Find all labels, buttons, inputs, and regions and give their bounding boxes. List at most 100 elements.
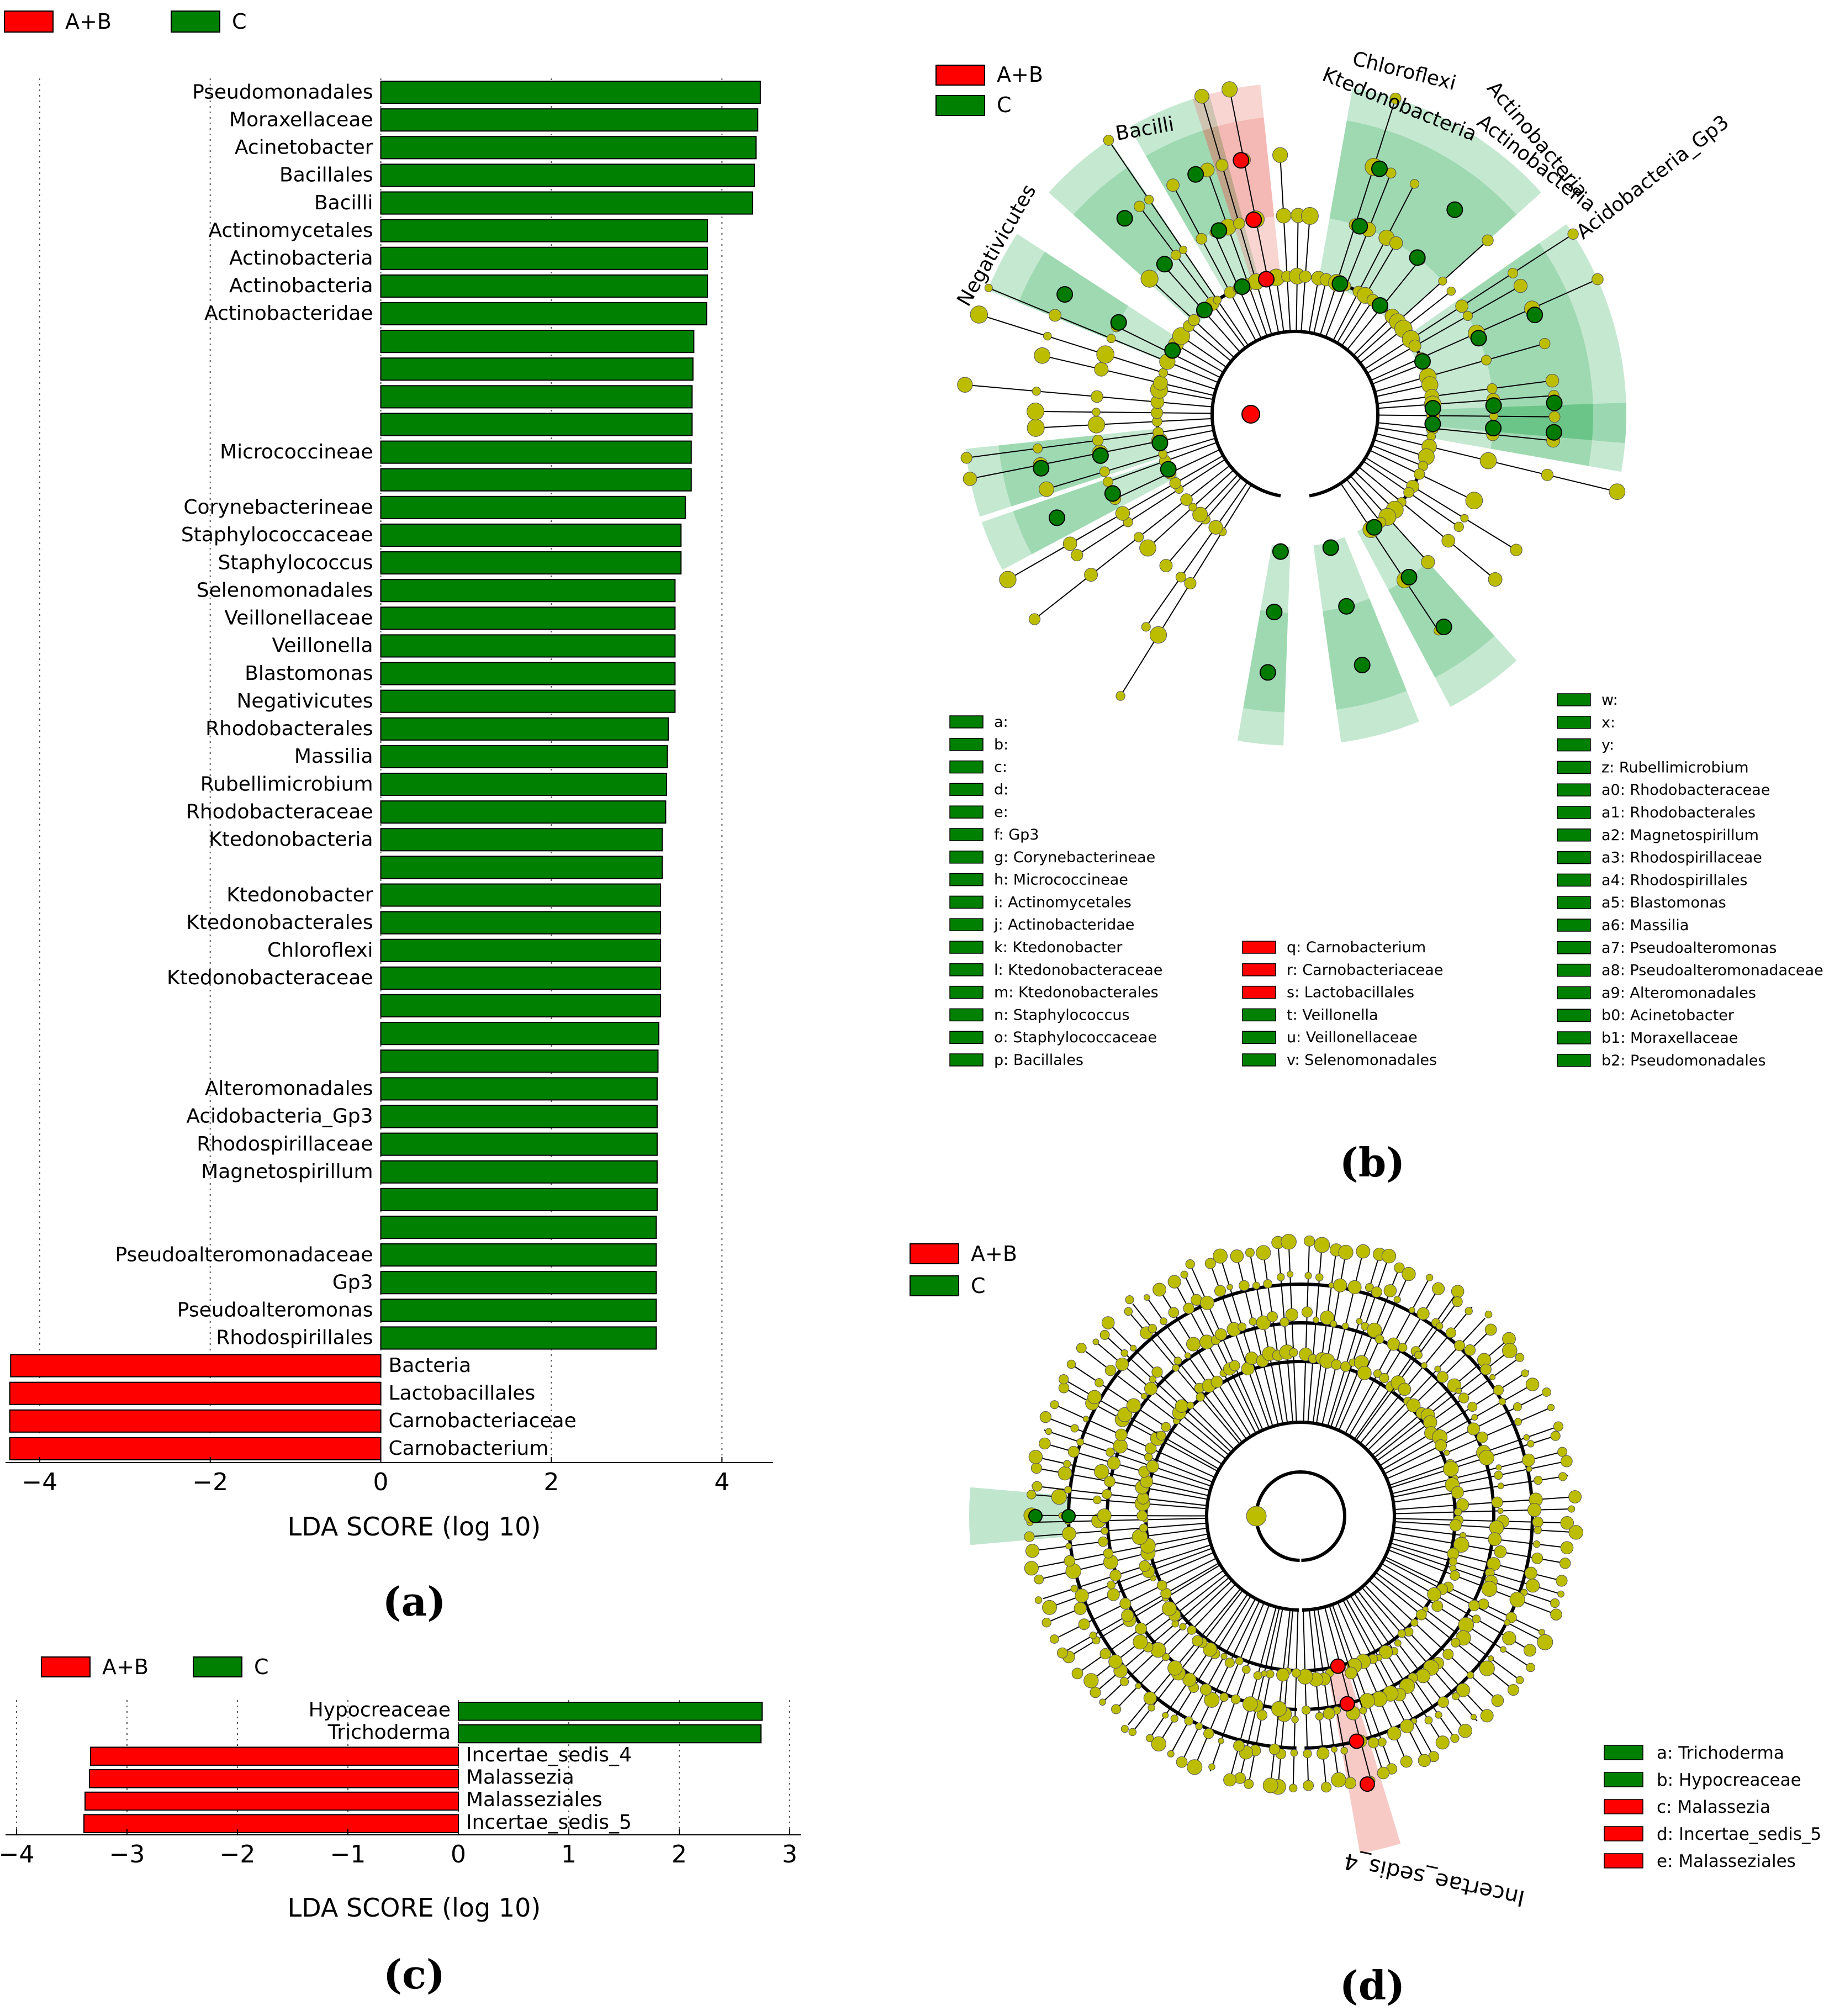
- tree-node: [999, 571, 1017, 588]
- tree-node: [1087, 1390, 1102, 1405]
- tree-node: [1435, 1735, 1450, 1750]
- branch: [1384, 1556, 1545, 1634]
- branch: [1383, 1558, 1542, 1641]
- xlabel-a: LDA SCORE (log 10): [288, 1512, 541, 1542]
- branch: [1034, 1533, 1209, 1569]
- bar-label: Magnetospirillum: [201, 1160, 373, 1183]
- tree-node: [1403, 487, 1414, 498]
- bar-label: Moraxellaceae: [229, 108, 373, 131]
- tree-node: [1185, 1259, 1195, 1269]
- branch: [1235, 1253, 1279, 1426]
- legend-c-swatch: [171, 10, 220, 33]
- branch: [1159, 389, 1214, 400]
- tree-node: [1116, 691, 1125, 701]
- legend-text: h: Micrococcineae: [994, 872, 1128, 889]
- tree-node: [1180, 1270, 1188, 1279]
- tree-node: [1028, 1450, 1043, 1464]
- tree-node: [1058, 1466, 1072, 1481]
- tree-node: [1523, 1644, 1536, 1657]
- tree-node: [1135, 1622, 1148, 1635]
- tree-node: [1159, 559, 1173, 572]
- tree-node: [1331, 1359, 1342, 1370]
- tree-node: [1139, 539, 1156, 557]
- bar-label: Massilia: [294, 745, 373, 768]
- cladogram-b: [957, 81, 1626, 746]
- branch: [1076, 458, 1226, 556]
- tree-node: [1383, 1284, 1397, 1297]
- tree-node: [1502, 1343, 1518, 1359]
- legend-ab-label: A+B: [65, 9, 112, 34]
- tree-node: [1095, 1378, 1104, 1387]
- tree-node: [1120, 1349, 1129, 1357]
- tree-node: [1450, 1570, 1460, 1581]
- tree-node: [1290, 1749, 1298, 1757]
- legend-text: a5: Blastomonas: [1601, 894, 1726, 911]
- tree-node: [1252, 1281, 1260, 1290]
- tree-node: [1323, 1707, 1335, 1720]
- biomarker-node: [1354, 656, 1371, 673]
- tree-node: [1299, 270, 1312, 283]
- tree-node: [1415, 1669, 1431, 1683]
- tree-node: [1027, 402, 1044, 420]
- tree-node: [1342, 1322, 1349, 1330]
- tree-node: [1111, 1704, 1122, 1714]
- tree-node: [1180, 493, 1193, 506]
- legend-swatch: [949, 963, 984, 977]
- tree-node: [1320, 1782, 1332, 1793]
- tree-node: [1192, 1635, 1203, 1647]
- tree-node: [1097, 1508, 1112, 1523]
- tree-node: [1456, 1683, 1471, 1697]
- biomarker-node: [1424, 415, 1441, 432]
- tree-node: [1491, 1496, 1503, 1508]
- bar-label: Ktedonobacterales: [186, 911, 373, 934]
- tree-node: [1338, 1244, 1354, 1260]
- bar: [380, 883, 662, 907]
- biomarker-node: [1258, 271, 1275, 288]
- tree-node: [1025, 1544, 1040, 1558]
- tree-node: [1487, 383, 1498, 394]
- tree-node: [1160, 1317, 1167, 1326]
- legend-text: d:: [994, 781, 1008, 798]
- legend-text: p: Bacillales: [994, 1052, 1083, 1069]
- bar: [380, 1160, 658, 1184]
- legend-swatch: [949, 1053, 984, 1067]
- branch: [1373, 439, 1427, 457]
- branch-arc: [1205, 1420, 1396, 1612]
- tree-node: [1210, 1375, 1223, 1388]
- tree-node: [1480, 1364, 1492, 1375]
- tree-node: [1268, 1743, 1281, 1755]
- tree-node: [1223, 1773, 1236, 1787]
- tree-node: [1070, 1585, 1079, 1593]
- tree-node: [1117, 1407, 1133, 1422]
- tree-node: [1550, 1598, 1560, 1608]
- cladogram-d: [969, 1234, 1584, 1854]
- bar: [380, 800, 667, 824]
- tree-node: [1534, 1526, 1542, 1534]
- bar: [9, 1381, 382, 1405]
- branch: [1191, 1268, 1264, 1431]
- tree-node: [1431, 1600, 1444, 1612]
- bar: [380, 136, 757, 160]
- tree-node: [1465, 492, 1483, 510]
- tree-node: [1032, 1481, 1043, 1492]
- legend-swatch: [949, 873, 984, 886]
- tree-node: [1042, 1600, 1057, 1615]
- tree-node: [1480, 1709, 1494, 1723]
- branch: [1182, 1600, 1260, 1760]
- tree-node: [1281, 1234, 1297, 1250]
- tree-node: [1559, 1558, 1571, 1569]
- tree-node: [1285, 1308, 1299, 1322]
- biomarker-node: [1259, 664, 1276, 681]
- tree-node: [1427, 1587, 1441, 1602]
- legend-text: r: Carnobacteriaceae: [1287, 962, 1443, 979]
- tree-node: [1175, 572, 1186, 583]
- legend-ab-swatch: [41, 1656, 91, 1677]
- tree-node: [1513, 1402, 1522, 1412]
- tree-node: [1301, 207, 1319, 225]
- tree-node: [1106, 1447, 1115, 1457]
- tree-node: [1345, 1666, 1357, 1680]
- tree-node: [1195, 1722, 1203, 1730]
- tree-node: [1560, 1516, 1574, 1530]
- bar: [380, 1077, 658, 1101]
- biomarker-node: [1339, 1696, 1355, 1712]
